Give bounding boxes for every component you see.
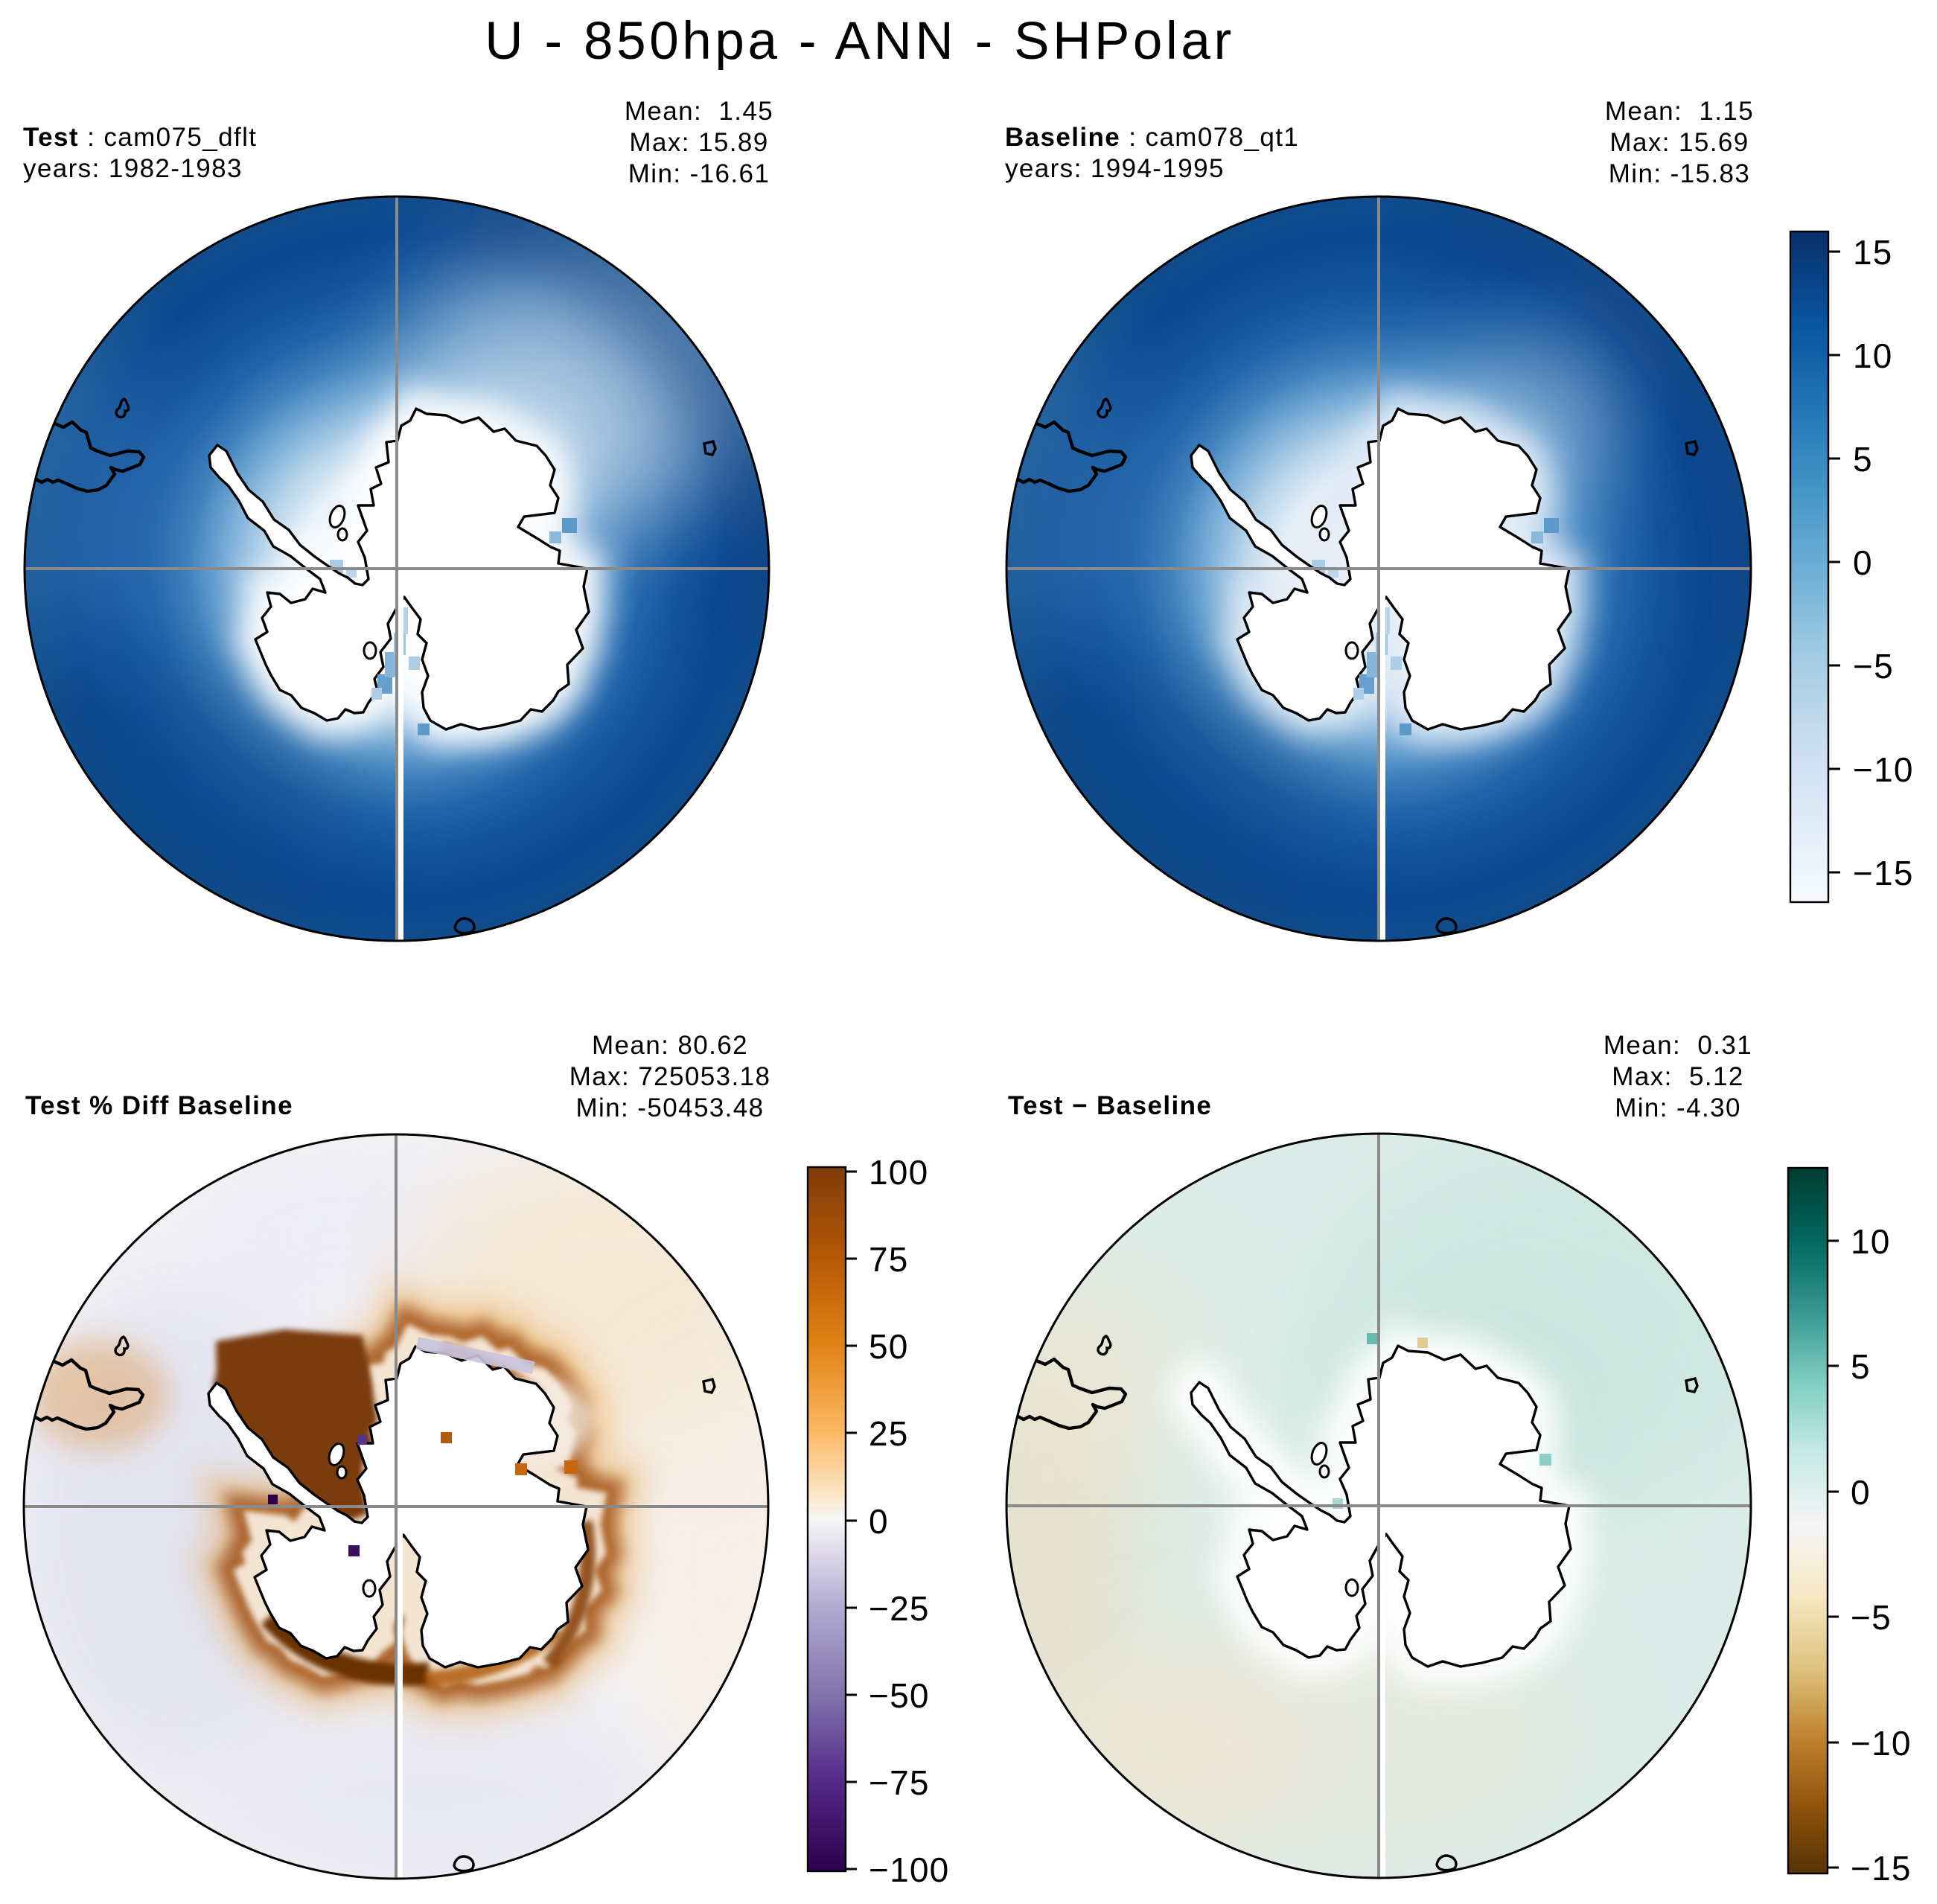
svg-text:15: 15 [1853, 233, 1893, 272]
svg-text:0: 0 [869, 1502, 889, 1541]
svg-text:Baseline : cam078_qt1: Baseline : cam078_qt1 [1005, 123, 1299, 152]
svg-text:−5: −5 [1853, 647, 1894, 686]
svg-text:Max: 15.89: Max: 15.89 [629, 128, 768, 157]
svg-text:Mean: 1.45: Mean: 1.45 [625, 97, 773, 126]
svg-text:50: 50 [869, 1327, 909, 1366]
svg-text:years: 1994-1995: years: 1994-1995 [1005, 154, 1225, 183]
svg-text:0: 0 [1853, 543, 1873, 582]
svg-text:Mean: 80.62: Mean: 80.62 [592, 1031, 748, 1060]
svg-text:25: 25 [869, 1414, 909, 1453]
svg-text:Test − Baseline: Test − Baseline [1008, 1091, 1212, 1120]
svg-text:−15: −15 [1851, 1849, 1912, 1888]
svg-text:10: 10 [1853, 336, 1893, 375]
svg-text:Mean: 0.31: Mean: 0.31 [1603, 1031, 1752, 1060]
svg-text:Min: -4.30: Min: -4.30 [1615, 1093, 1741, 1122]
svg-text:−10: −10 [1853, 750, 1914, 789]
svg-text:−75: −75 [869, 1763, 930, 1802]
svg-text:−15: −15 [1853, 854, 1914, 892]
svg-text:Test % Diff Baseline: Test % Diff Baseline [25, 1091, 293, 1120]
svg-text:Max: 15.69: Max: 15.69 [1609, 128, 1749, 157]
svg-text:−10: −10 [1851, 1724, 1912, 1763]
svg-text:Min: -15.83: Min: -15.83 [1609, 159, 1751, 188]
svg-text:−5: −5 [1851, 1598, 1892, 1637]
svg-text:U - 850hpa - ANN - SHPolar: U - 850hpa - ANN - SHPolar [485, 12, 1234, 71]
svg-text:0: 0 [1851, 1473, 1871, 1512]
svg-text:−50: −50 [869, 1676, 930, 1715]
svg-text:Mean: 1.15: Mean: 1.15 [1605, 97, 1754, 126]
svg-text:years: 1982-1983: years: 1982-1983 [23, 154, 243, 183]
svg-text:Min: -50453.48: Min: -50453.48 [575, 1093, 764, 1122]
svg-text:5: 5 [1853, 440, 1873, 479]
svg-text:5: 5 [1851, 1347, 1871, 1386]
svg-text:100: 100 [869, 1153, 928, 1192]
svg-text:−100: −100 [869, 1850, 949, 1889]
svg-text:Min: -16.61: Min: -16.61 [628, 159, 770, 188]
svg-text:−25: −25 [869, 1589, 930, 1628]
svg-text:Test : cam075_dflt: Test : cam075_dflt [23, 123, 257, 152]
svg-text:Max: 725053.18: Max: 725053.18 [569, 1062, 771, 1091]
svg-text:75: 75 [869, 1240, 909, 1279]
svg-text:10: 10 [1851, 1222, 1891, 1261]
svg-text:Max: 5.12: Max: 5.12 [1612, 1062, 1743, 1091]
